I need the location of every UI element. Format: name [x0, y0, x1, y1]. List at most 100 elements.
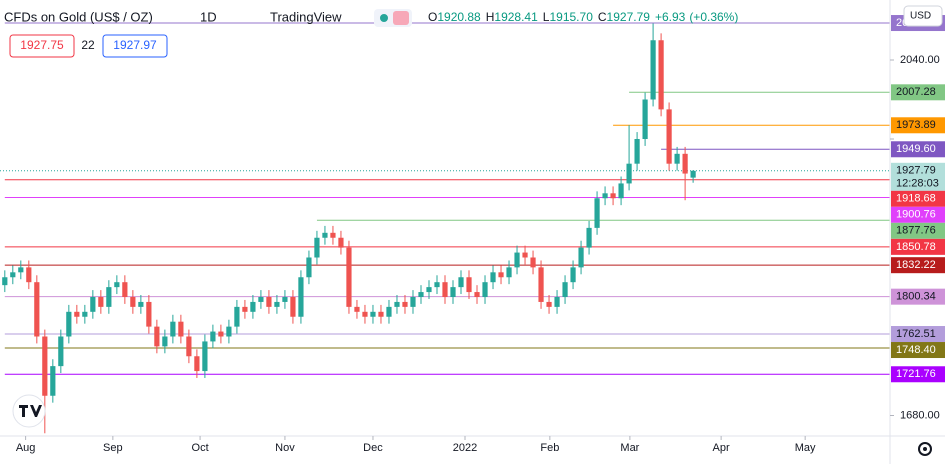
price-label-bg	[891, 366, 945, 383]
candle-body	[642, 99, 648, 140]
candle-body	[442, 282, 448, 297]
candle-body	[106, 287, 112, 307]
x-tick-label: Dec	[363, 442, 383, 454]
price-label-bg	[891, 84, 945, 101]
candle-body	[506, 267, 512, 278]
candle-body	[90, 296, 96, 312]
price-label-bg	[891, 288, 945, 305]
candle-body	[522, 252, 528, 258]
candle-body	[434, 282, 440, 288]
price-label: 1850.78	[896, 241, 936, 253]
price-label-bg	[891, 222, 945, 239]
logo-badge	[12, 394, 46, 428]
candle-body	[626, 163, 632, 184]
currency: USD	[910, 11, 931, 22]
settings-gear[interactable]	[918, 442, 932, 456]
candle-body	[578, 247, 584, 268]
price-label: 1800.34	[896, 291, 936, 303]
candle-body	[466, 277, 472, 293]
price-label: 1832.22	[896, 259, 936, 271]
candle-body	[130, 296, 136, 307]
candle-body	[98, 296, 104, 307]
header: CFDs on Gold (US$ / OZ) 1D TradingView O…	[4, 5, 943, 58]
candle-body	[122, 282, 128, 297]
candle-body	[66, 311, 72, 337]
candle-body	[234, 306, 240, 327]
candle-body	[546, 301, 552, 307]
candle-body	[474, 292, 480, 297]
price-label: 1949.60	[896, 143, 936, 155]
candle-body	[362, 311, 368, 317]
candle-body	[338, 237, 344, 248]
candle-body	[178, 321, 184, 337]
price-label-bg	[891, 238, 945, 255]
currency-select[interactable]	[903, 5, 943, 27]
candle-body	[402, 301, 408, 307]
price-label-bg	[891, 342, 945, 359]
sell-button[interactable]	[9, 34, 75, 58]
price-label: 1900.76	[896, 209, 936, 221]
price-label-bg	[891, 141, 945, 158]
candle-body	[50, 366, 56, 396]
x-tick-label: Sep	[103, 442, 123, 454]
settings[interactable]	[918, 442, 932, 456]
x-tick-label: May	[795, 442, 816, 454]
candle-body	[138, 301, 144, 307]
x-tick-label: Mar	[620, 442, 639, 454]
candle-body	[82, 311, 88, 317]
candle-body	[354, 306, 360, 312]
candle-body	[650, 40, 656, 100]
candle-body	[34, 282, 40, 337]
candle-body	[514, 252, 520, 268]
logo-mark	[19, 405, 42, 417]
candle-body	[450, 287, 456, 297]
candle-body	[618, 183, 624, 199]
y-tick-label: 2040.00	[900, 54, 940, 66]
candle-body	[482, 282, 488, 297]
candle-body	[18, 267, 24, 273]
candle-body	[458, 277, 464, 288]
candle-body	[162, 336, 168, 347]
price-label: 1927.79	[896, 165, 936, 177]
candle-body	[634, 139, 640, 164]
buy-button[interactable]	[102, 34, 168, 58]
candle-body	[498, 272, 504, 278]
candle-body	[250, 301, 256, 312]
countdown: 12:28:03	[896, 178, 939, 190]
candle-body	[314, 237, 320, 258]
source: TradingView	[270, 9, 342, 24]
price-label-bg	[891, 206, 945, 223]
candle-body	[490, 272, 496, 283]
candle-body	[530, 257, 536, 268]
candle-body	[594, 198, 600, 228]
candle-body	[610, 193, 616, 199]
ohlc-legend: O1920.88 H1928.41 L1915.70 C1927.79 +6.93 (+0…	[428, 10, 738, 24]
candle-body	[378, 311, 384, 317]
candle-body	[570, 267, 576, 283]
y-tick-label: 1680.00	[900, 409, 940, 421]
price-label-bg	[891, 162, 945, 191]
candle-body	[274, 301, 280, 307]
candle-body	[410, 296, 416, 307]
candle-body	[682, 153, 688, 174]
price-label-bg	[891, 190, 945, 207]
candle-body	[586, 227, 592, 248]
candle-body	[226, 326, 232, 337]
candle-body	[218, 331, 224, 337]
candle-body	[282, 296, 288, 302]
candle-body	[386, 306, 392, 317]
price-label: 1877.76	[896, 225, 936, 237]
candle-body	[290, 296, 296, 317]
price-label-bg	[891, 326, 945, 343]
candle-body	[298, 277, 304, 317]
x-tick-label: Apr	[713, 442, 730, 454]
candle-body	[2, 277, 8, 286]
candle-body	[154, 326, 160, 347]
candle-body	[258, 296, 264, 302]
x-tick-label: Aug	[16, 442, 36, 454]
candle-body	[170, 321, 176, 337]
candle-body	[306, 257, 312, 278]
price-label-bg	[891, 117, 945, 134]
status-dot	[380, 14, 388, 22]
